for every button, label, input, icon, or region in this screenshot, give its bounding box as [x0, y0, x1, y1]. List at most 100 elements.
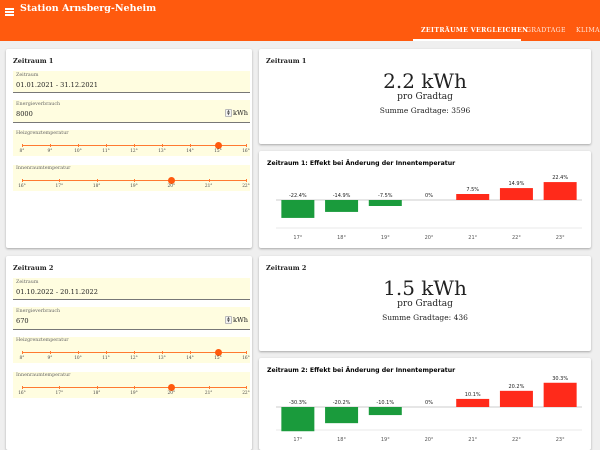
chart-bar — [456, 194, 490, 200]
period-1-result-title: Zeitraum 1 — [266, 57, 307, 65]
energy-spinner-icon[interactable]: ▲ ▼ — [225, 316, 232, 324]
chart-tick-label: 20° — [425, 437, 434, 443]
slider-thumb[interactable] — [214, 349, 222, 356]
slider-thumb[interactable] — [167, 177, 175, 184]
slider-tick — [134, 144, 135, 147]
period-2-date-field[interactable]: Zeitraum 01.10.2022 - 20.11.2022 — [13, 278, 250, 300]
chart-data-label: -14.9% — [333, 193, 351, 199]
chart-bar — [499, 390, 533, 407]
chart-tick-label: 17° — [293, 437, 302, 443]
period-2-unit-label: pro Gradtag — [397, 299, 453, 309]
period-2-heating-slider[interactable]: Heizgrenztemperatur 8° 9° 10° 11° 12° 13° 14° 1… — [13, 337, 250, 363]
chart-bar — [543, 382, 577, 407]
chart-data-label: 30.3% — [552, 376, 568, 382]
tab-gradtage[interactable]: GRADTAGE — [526, 27, 566, 34]
chart-tick-label: 17° — [293, 235, 302, 241]
heating-slider-label: Heizgrenztemperatur — [16, 338, 69, 343]
slider-track[interactable] — [22, 384, 247, 391]
chart-tick-label: 21° — [468, 437, 477, 443]
slider-tick-label: 13° — [158, 149, 166, 154]
slider-track[interactable] — [22, 177, 247, 184]
period-1-heating-slider[interactable]: Heizgrenztemperatur 8° 9° 10° 11° 12° 13° 14° 1… — [13, 130, 250, 156]
chart-tick-label: 19° — [381, 235, 390, 241]
chart-data-label: 22.4% — [552, 175, 568, 181]
slider-tick — [134, 351, 135, 354]
active-tab-indicator — [413, 39, 521, 41]
slider-tick-label: 18° — [92, 391, 101, 396]
chart-data-label: 0% — [425, 193, 433, 199]
period-2-degree-day-sum: Summe Gradtage: 436 — [382, 313, 468, 322]
chart-tick-label: 19° — [381, 437, 390, 443]
chart-bar — [281, 407, 315, 432]
energy-field-label: Energieverbrauch — [16, 309, 61, 314]
period-2-kwh-per-degree-day: 1.5 kWh — [383, 276, 467, 300]
slider-tick-label: 15° — [214, 149, 222, 154]
slider-thumb[interactable] — [167, 384, 175, 391]
chart-data-label: 0% — [425, 400, 433, 406]
chart-tick-label: 21° — [468, 235, 477, 241]
app-bar: Station Arnsberg-Neheim ZEITRÄUME VERGLE… — [0, 0, 600, 41]
slider-tick-label: 12° — [130, 149, 138, 154]
slider-tick-label: 20° — [167, 391, 176, 396]
slider-tick — [190, 144, 191, 147]
slider-track[interactable] — [22, 349, 247, 356]
slider-tick — [246, 179, 247, 182]
app-title: Station Arnsberg-Neheim — [20, 3, 157, 14]
period-2-energy-field[interactable]: Energieverbrauch 670 ▲ ▼ kWh — [13, 307, 250, 330]
slider-tick-label: 18° — [92, 184, 101, 189]
slider-tick-label: 17° — [55, 391, 64, 396]
energy-unit: kWh — [232, 316, 248, 324]
slider-tick — [106, 351, 107, 354]
chart-bar — [368, 407, 402, 416]
period-2-effect-chart: Zeitraum 2: Effekt bei Änderung der Inne… — [267, 365, 582, 443]
period-2-result-card: Zeitraum 2 1.5 kWh pro Gradtag Summe Gra… — [259, 256, 591, 351]
slider-tick — [134, 179, 135, 182]
tab-zeitraeume-vergleichen[interactable]: ZEITRÄUME VERGLEICHEN — [421, 27, 529, 34]
period-1-indoor-slider[interactable]: Innenraumtemperatur 16° 17° 18° 19° 20° 21° 22… — [13, 165, 250, 191]
energy-spinner-icon[interactable]: ▲ ▼ — [225, 109, 232, 117]
slider-tick — [134, 386, 135, 389]
slider-tick-label: 19° — [130, 184, 138, 189]
energy-field-label: Energieverbrauch — [16, 102, 61, 107]
period-1-energy-field[interactable]: Energieverbrauch 8000 ▲ ▼ kWh — [13, 100, 250, 123]
period-1-unit-label: pro Gradtag — [397, 92, 453, 102]
indoor-slider-label: Innenraumtemperatur — [16, 166, 71, 171]
slider-tick-label: 16° — [242, 356, 250, 361]
chart-title: Zeitraum 1: Effekt bei Änderung der Inne… — [267, 158, 456, 167]
tab-klima[interactable]: KLIMA — [576, 27, 600, 34]
slider-tick-label: 22° — [242, 391, 250, 396]
slider-tick — [190, 351, 191, 354]
slider-tick-label: 19° — [130, 391, 138, 396]
chart-bar — [281, 200, 315, 218]
slider-tick-label: 20° — [167, 184, 176, 189]
slider-tick — [106, 144, 107, 147]
slider-tick — [208, 179, 210, 182]
chart-data-label: -20.2% — [333, 400, 351, 406]
period-1-date-field[interactable]: Zeitraum 01.01.2021 - 31.12.2021 — [13, 71, 250, 93]
energy-field-value: 8000 — [16, 110, 33, 118]
slider-tick — [162, 351, 163, 354]
chart-bar — [456, 398, 490, 407]
heating-slider-label: Heizgrenztemperatur — [16, 131, 69, 136]
slider-track[interactable] — [22, 142, 247, 149]
period-1-effect-chart: Zeitraum 1: Effekt bei Änderung der Inne… — [267, 158, 582, 241]
slider-tick-label: 8° — [19, 356, 25, 361]
period-1-degree-day-sum: Summe Gradtage: 3596 — [379, 106, 471, 115]
chart-data-label: 10.1% — [465, 392, 481, 398]
chart-data-label: -22.4% — [289, 193, 307, 199]
period-2-indoor-slider[interactable]: Innenraumtemperatur 16° 17° 18° 19° 20° 21° 22… — [13, 372, 250, 398]
slider-tick — [50, 144, 51, 147]
slider-thumb[interactable] — [214, 142, 222, 149]
slider-tick-label: 22° — [242, 184, 250, 189]
slider-tick-label: 8° — [19, 149, 25, 154]
date-field-value: 01.10.2022 - 20.11.2022 — [16, 288, 98, 296]
period-1-title: Zeitraum 1 — [13, 57, 54, 65]
slider-tick — [22, 144, 23, 147]
slider-tick — [246, 351, 247, 354]
chart-bar — [499, 188, 533, 200]
slider-tick-label: 11° — [102, 356, 110, 361]
period-2-chart-card: Zeitraum 2: Effekt bei Änderung der Inne… — [259, 358, 591, 450]
chart-tick-label: 18° — [337, 235, 346, 241]
energy-unit: kWh — [232, 109, 248, 117]
menu-icon[interactable] — [5, 8, 14, 16]
